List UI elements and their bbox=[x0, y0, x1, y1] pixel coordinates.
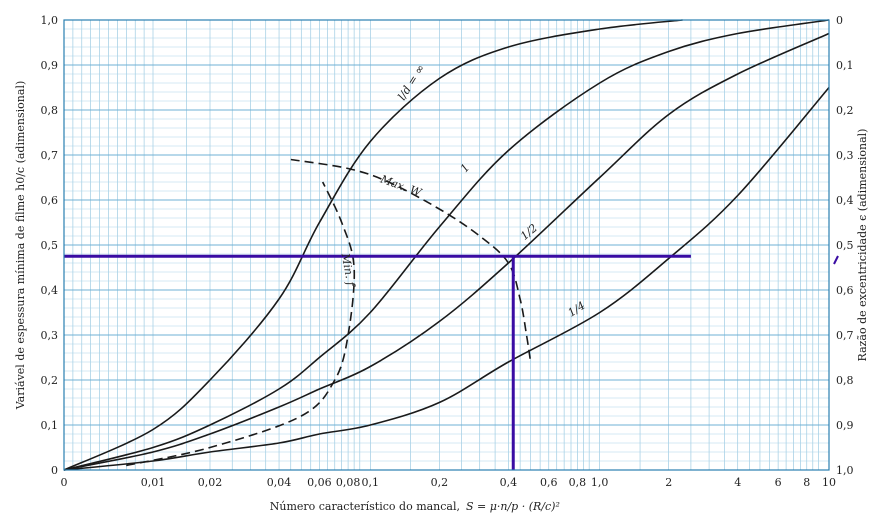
grid bbox=[64, 20, 829, 470]
x-tick-label: 2 bbox=[665, 476, 672, 489]
x-tick-label: 0 bbox=[61, 476, 68, 489]
y-tick-label-right: 0,7 bbox=[836, 329, 854, 342]
x-tick-label: 0,06 bbox=[307, 476, 332, 489]
y-tick-label-left: 1,0 bbox=[41, 14, 59, 27]
curves bbox=[63, 19, 830, 471]
y-tick-label-left: 0,5 bbox=[41, 239, 59, 252]
y-tick-label-left: 0,6 bbox=[41, 194, 59, 207]
y-tick-label-right: 0,3 bbox=[836, 149, 854, 162]
y-tick-label-left: 0 bbox=[51, 464, 58, 477]
curve-label-5: Min. f bbox=[339, 251, 358, 289]
y-tick-label-left: 0,9 bbox=[41, 59, 59, 72]
x-tick-label: 6 bbox=[775, 476, 782, 489]
x-axis-title: Número característico do mancal, bbox=[270, 500, 460, 513]
series-line-1 bbox=[63, 19, 830, 471]
series-line-3 bbox=[63, 86, 830, 471]
x-axis-formula: S = μ·n/p · (R/c)² bbox=[466, 500, 560, 513]
x-tick-label: 0,6 bbox=[540, 476, 558, 489]
y-tick-label-left: 0,3 bbox=[41, 329, 59, 342]
y-tick-label-right: 0,6 bbox=[836, 284, 854, 297]
y-tick-label-right: 0 bbox=[836, 14, 843, 27]
y-tick-label-right: 0,1 bbox=[836, 59, 854, 72]
x-tick-label: 0,8 bbox=[569, 476, 587, 489]
y-tick-label-left: 0,8 bbox=[41, 104, 59, 117]
y-tick-label-right: 0,4 bbox=[836, 194, 854, 207]
x-tick-label: 0,1 bbox=[362, 476, 380, 489]
x-tick-label: 0,2 bbox=[431, 476, 449, 489]
y-tick-label-right: 0,9 bbox=[836, 419, 854, 432]
plot-frame bbox=[63, 19, 830, 471]
series-line-2 bbox=[63, 32, 830, 471]
y-tick-label-right: 1,0 bbox=[836, 464, 854, 477]
series-line-0 bbox=[63, 19, 683, 471]
y-tick-label-left: 0,7 bbox=[41, 149, 59, 162]
x-tick-label: 0,4 bbox=[500, 476, 518, 489]
y-axis-title-right: Razão de excentricidade ϵ (adimensional) bbox=[856, 129, 869, 362]
y-tick-label-left: 0,1 bbox=[41, 419, 59, 432]
series-line-4 bbox=[290, 158, 532, 363]
y-tick-label-left: 0,2 bbox=[41, 374, 59, 387]
y-tick-label-right: 0,5 bbox=[836, 239, 854, 252]
x-tick-label: 10 bbox=[822, 476, 836, 489]
x-tick-label: 0,08 bbox=[336, 476, 361, 489]
x-tick-label: 4 bbox=[734, 476, 741, 489]
x-tick-label: 8 bbox=[803, 476, 810, 489]
x-tick-label: 0,02 bbox=[198, 476, 223, 489]
x-tick-label: 0,01 bbox=[141, 476, 166, 489]
y-tick-label-right: 0,8 bbox=[836, 374, 854, 387]
x-tick-label: 1,0 bbox=[591, 476, 609, 489]
y-axis-title-left: Variável de espessura mínima de filme h0… bbox=[14, 81, 27, 411]
series-line-5 bbox=[126, 181, 356, 467]
annotation-lines bbox=[64, 254, 691, 470]
right-edge-mark bbox=[833, 255, 839, 265]
tick-labels: 0 0,01 0,02 0,04 0,06 0,08 0,1 0,2 0,4 0,6 0,8 1,0 2… bbox=[41, 14, 854, 489]
x-tick-label: 0,04 bbox=[267, 476, 292, 489]
y-tick-label-left: 0,4 bbox=[41, 284, 59, 297]
y-tick-label-right: 0,2 bbox=[836, 104, 854, 117]
